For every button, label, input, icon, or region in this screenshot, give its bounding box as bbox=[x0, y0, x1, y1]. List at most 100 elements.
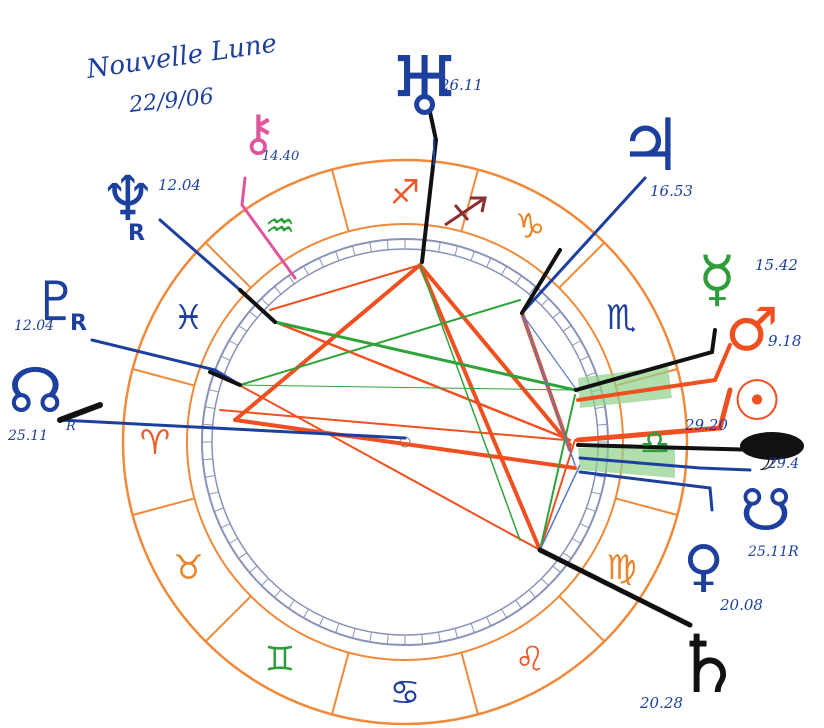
degree-tick bbox=[454, 628, 459, 639]
aspect-line bbox=[418, 263, 542, 552]
aspect-line bbox=[418, 263, 572, 447]
sign-divider bbox=[558, 595, 606, 643]
saturn-icon: ♄ bbox=[672, 618, 744, 711]
chiron-degree: 14.40 bbox=[262, 149, 299, 164]
aspect-line bbox=[273, 320, 577, 392]
sign-divider bbox=[558, 241, 606, 289]
degree-tick bbox=[249, 565, 258, 573]
aspect-line bbox=[219, 409, 566, 441]
south-node-pointer bbox=[578, 456, 752, 472]
sagittarius-symbol bbox=[444, 196, 487, 227]
south-node-icon: ☋ bbox=[740, 476, 792, 544]
neptune-pointer-black bbox=[238, 288, 277, 324]
degree-tick bbox=[204, 475, 216, 478]
degree-tick bbox=[586, 507, 596, 512]
degree-tick bbox=[303, 265, 309, 276]
degree-tick bbox=[214, 507, 224, 512]
moon-degree: 29.4 bbox=[767, 456, 799, 472]
degree-tick bbox=[594, 475, 606, 478]
degree-tick bbox=[470, 623, 475, 633]
degree-tick bbox=[202, 458, 213, 461]
pluto-icon: ♇ bbox=[32, 270, 80, 333]
sign-divider bbox=[204, 595, 252, 643]
degree-tick bbox=[208, 388, 219, 393]
degree-tick bbox=[238, 552, 248, 559]
uranus-pointer bbox=[420, 110, 439, 264]
sun-pointer bbox=[575, 387, 733, 443]
degree-tick bbox=[454, 245, 459, 256]
aspect-line bbox=[539, 464, 581, 551]
degree-tick bbox=[386, 239, 389, 250]
sign-leo-icon: ♌ bbox=[515, 640, 545, 680]
degree-tick bbox=[238, 325, 248, 332]
planets: ♅ 26.11 ♃ 16.53 ☿ 15.42 ♂ 9.18 ☉ 29.20 ☽… bbox=[7, 40, 804, 712]
degree-tick bbox=[228, 340, 239, 346]
degree-tick bbox=[369, 631, 372, 643]
jupiter-degree: 16.53 bbox=[650, 182, 693, 200]
degree-tick bbox=[562, 552, 572, 559]
moon-blot bbox=[740, 432, 804, 460]
sign-virgo-icon: ♍ bbox=[606, 548, 636, 588]
north-node-arrowhead bbox=[57, 402, 103, 423]
north-node-retro: R bbox=[65, 419, 76, 434]
degree-tick bbox=[261, 578, 269, 586]
aspect-line bbox=[273, 320, 572, 442]
degree-tick bbox=[579, 523, 590, 529]
aspect-line bbox=[539, 394, 576, 551]
degree-tick bbox=[249, 311, 258, 319]
sign-divider bbox=[331, 169, 350, 232]
sign-divider bbox=[132, 368, 195, 387]
aspect-line bbox=[419, 264, 521, 541]
degree-tick bbox=[579, 355, 590, 361]
sun-degree: 29.20 bbox=[684, 416, 728, 434]
degree-tick bbox=[288, 275, 295, 285]
degree-tick bbox=[470, 251, 475, 261]
sign-divider bbox=[460, 169, 479, 232]
mars-pointer bbox=[576, 343, 732, 402]
degree-tick bbox=[438, 631, 441, 643]
title-line-1: Nouvelle Lune bbox=[84, 29, 279, 86]
moon-icon: ☽ bbox=[748, 440, 777, 478]
degree-tick bbox=[591, 491, 602, 496]
sign-glyphs: ♑ ♏ ♎ ♍ ♌ ♋ ♊ ♉ ♈ ♓ ♒ ♐ bbox=[140, 173, 670, 713]
degree-tick bbox=[204, 406, 216, 409]
sign-aries-icon: ♈ bbox=[140, 423, 170, 463]
sign-divider bbox=[460, 652, 479, 715]
uranus-icon: ♅ bbox=[388, 40, 462, 135]
outer-ring bbox=[121, 158, 689, 726]
north-node-icon: ☊ bbox=[8, 354, 63, 427]
degree-tick bbox=[208, 491, 219, 496]
south-node-degree: 25.11R bbox=[747, 544, 799, 560]
mercury-icon: ☿ bbox=[698, 242, 736, 315]
chiron-pointer bbox=[240, 176, 297, 280]
degree-tick bbox=[303, 608, 309, 619]
aspect-line bbox=[239, 384, 576, 391]
aspect-line bbox=[539, 439, 576, 551]
pluto-pointer-black bbox=[208, 370, 242, 387]
degree-tick bbox=[386, 634, 389, 645]
degree-tick bbox=[438, 241, 441, 253]
aspect-line bbox=[269, 264, 421, 311]
planet-pointers bbox=[57, 110, 762, 628]
jupiter-pointer-black bbox=[520, 248, 562, 315]
north-node-pointer bbox=[58, 418, 407, 440]
degree-tick bbox=[202, 423, 213, 426]
sign-taurus-icon: ♉ bbox=[173, 548, 203, 588]
sign-gemini-icon: ♊ bbox=[265, 640, 295, 680]
degree-tick bbox=[318, 616, 324, 627]
degree-tick bbox=[528, 286, 536, 295]
degree-tick bbox=[562, 325, 572, 332]
pluto-degree: 12.04 bbox=[14, 318, 54, 334]
neptune-icon: ♆ bbox=[100, 162, 156, 235]
degree-tick bbox=[597, 423, 608, 426]
degree-tick bbox=[369, 241, 372, 253]
degree-tick bbox=[586, 372, 596, 377]
saturn-degree: 20.28 bbox=[639, 694, 683, 712]
degree-tick bbox=[528, 589, 536, 598]
sign-divider bbox=[132, 497, 195, 516]
aspect-line bbox=[521, 312, 576, 466]
degree-tick bbox=[515, 599, 522, 609]
degree-tick bbox=[515, 275, 522, 285]
